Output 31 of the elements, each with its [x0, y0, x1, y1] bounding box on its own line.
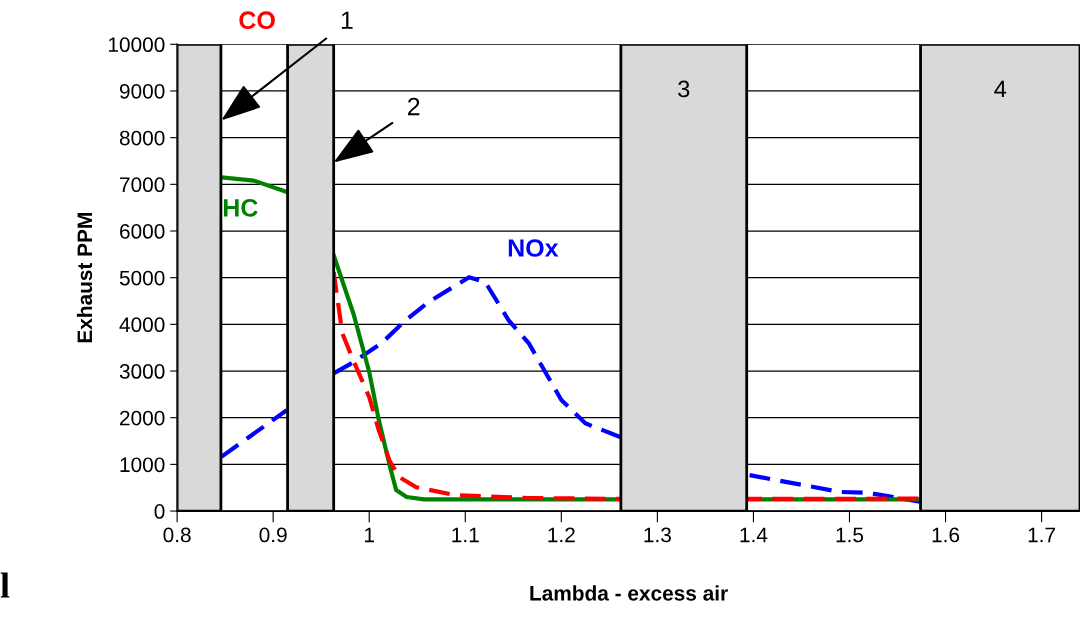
x-tick-label: 0.8 — [163, 527, 191, 543]
x-tick-label: 1.4 — [740, 527, 768, 543]
y-tick-label: 0 — [154, 504, 165, 519]
y-tick-label: 7000 — [120, 177, 165, 193]
y-tick-label: 6000 — [120, 224, 165, 239]
y-tick-label: 9000 — [119, 83, 165, 99]
y-tick-label: 10000 — [108, 37, 165, 53]
band-label: 4 — [994, 80, 1007, 98]
x-tick-label: 1.1 — [452, 527, 479, 543]
x-axis-title: Lambda - excess air — [530, 585, 728, 601]
y-tick-label: 2000 — [120, 410, 165, 426]
x-tick-label: 1.6 — [932, 527, 960, 543]
annotation: 2 — [407, 97, 420, 116]
y-tick-label: 8000 — [119, 130, 165, 146]
y-tick-label: 4000 — [119, 317, 165, 333]
y-tick-label: 1000 — [120, 457, 165, 473]
x-tick-label: 0.9 — [259, 527, 287, 543]
band-label: 3 — [678, 80, 690, 98]
y-tick-label: 3000 — [119, 364, 165, 379]
x-tick-label: 1.2 — [548, 527, 575, 543]
text: CO — [239, 11, 275, 30]
text: l — [0, 572, 10, 598]
y-axis-title: Exhaust PPM — [76, 213, 93, 343]
x-tick-label: 1 — [365, 527, 374, 543]
annotation: HC — [223, 199, 258, 217]
y-tick-label: 5000 — [119, 270, 165, 286]
annotation: NOx — [508, 239, 559, 257]
x-tick-label: 1.3 — [644, 527, 671, 543]
annotation: 1 — [341, 11, 353, 29]
x-tick-label: 1.5 — [836, 527, 864, 543]
x-tick-label: 1.7 — [1028, 527, 1056, 543]
